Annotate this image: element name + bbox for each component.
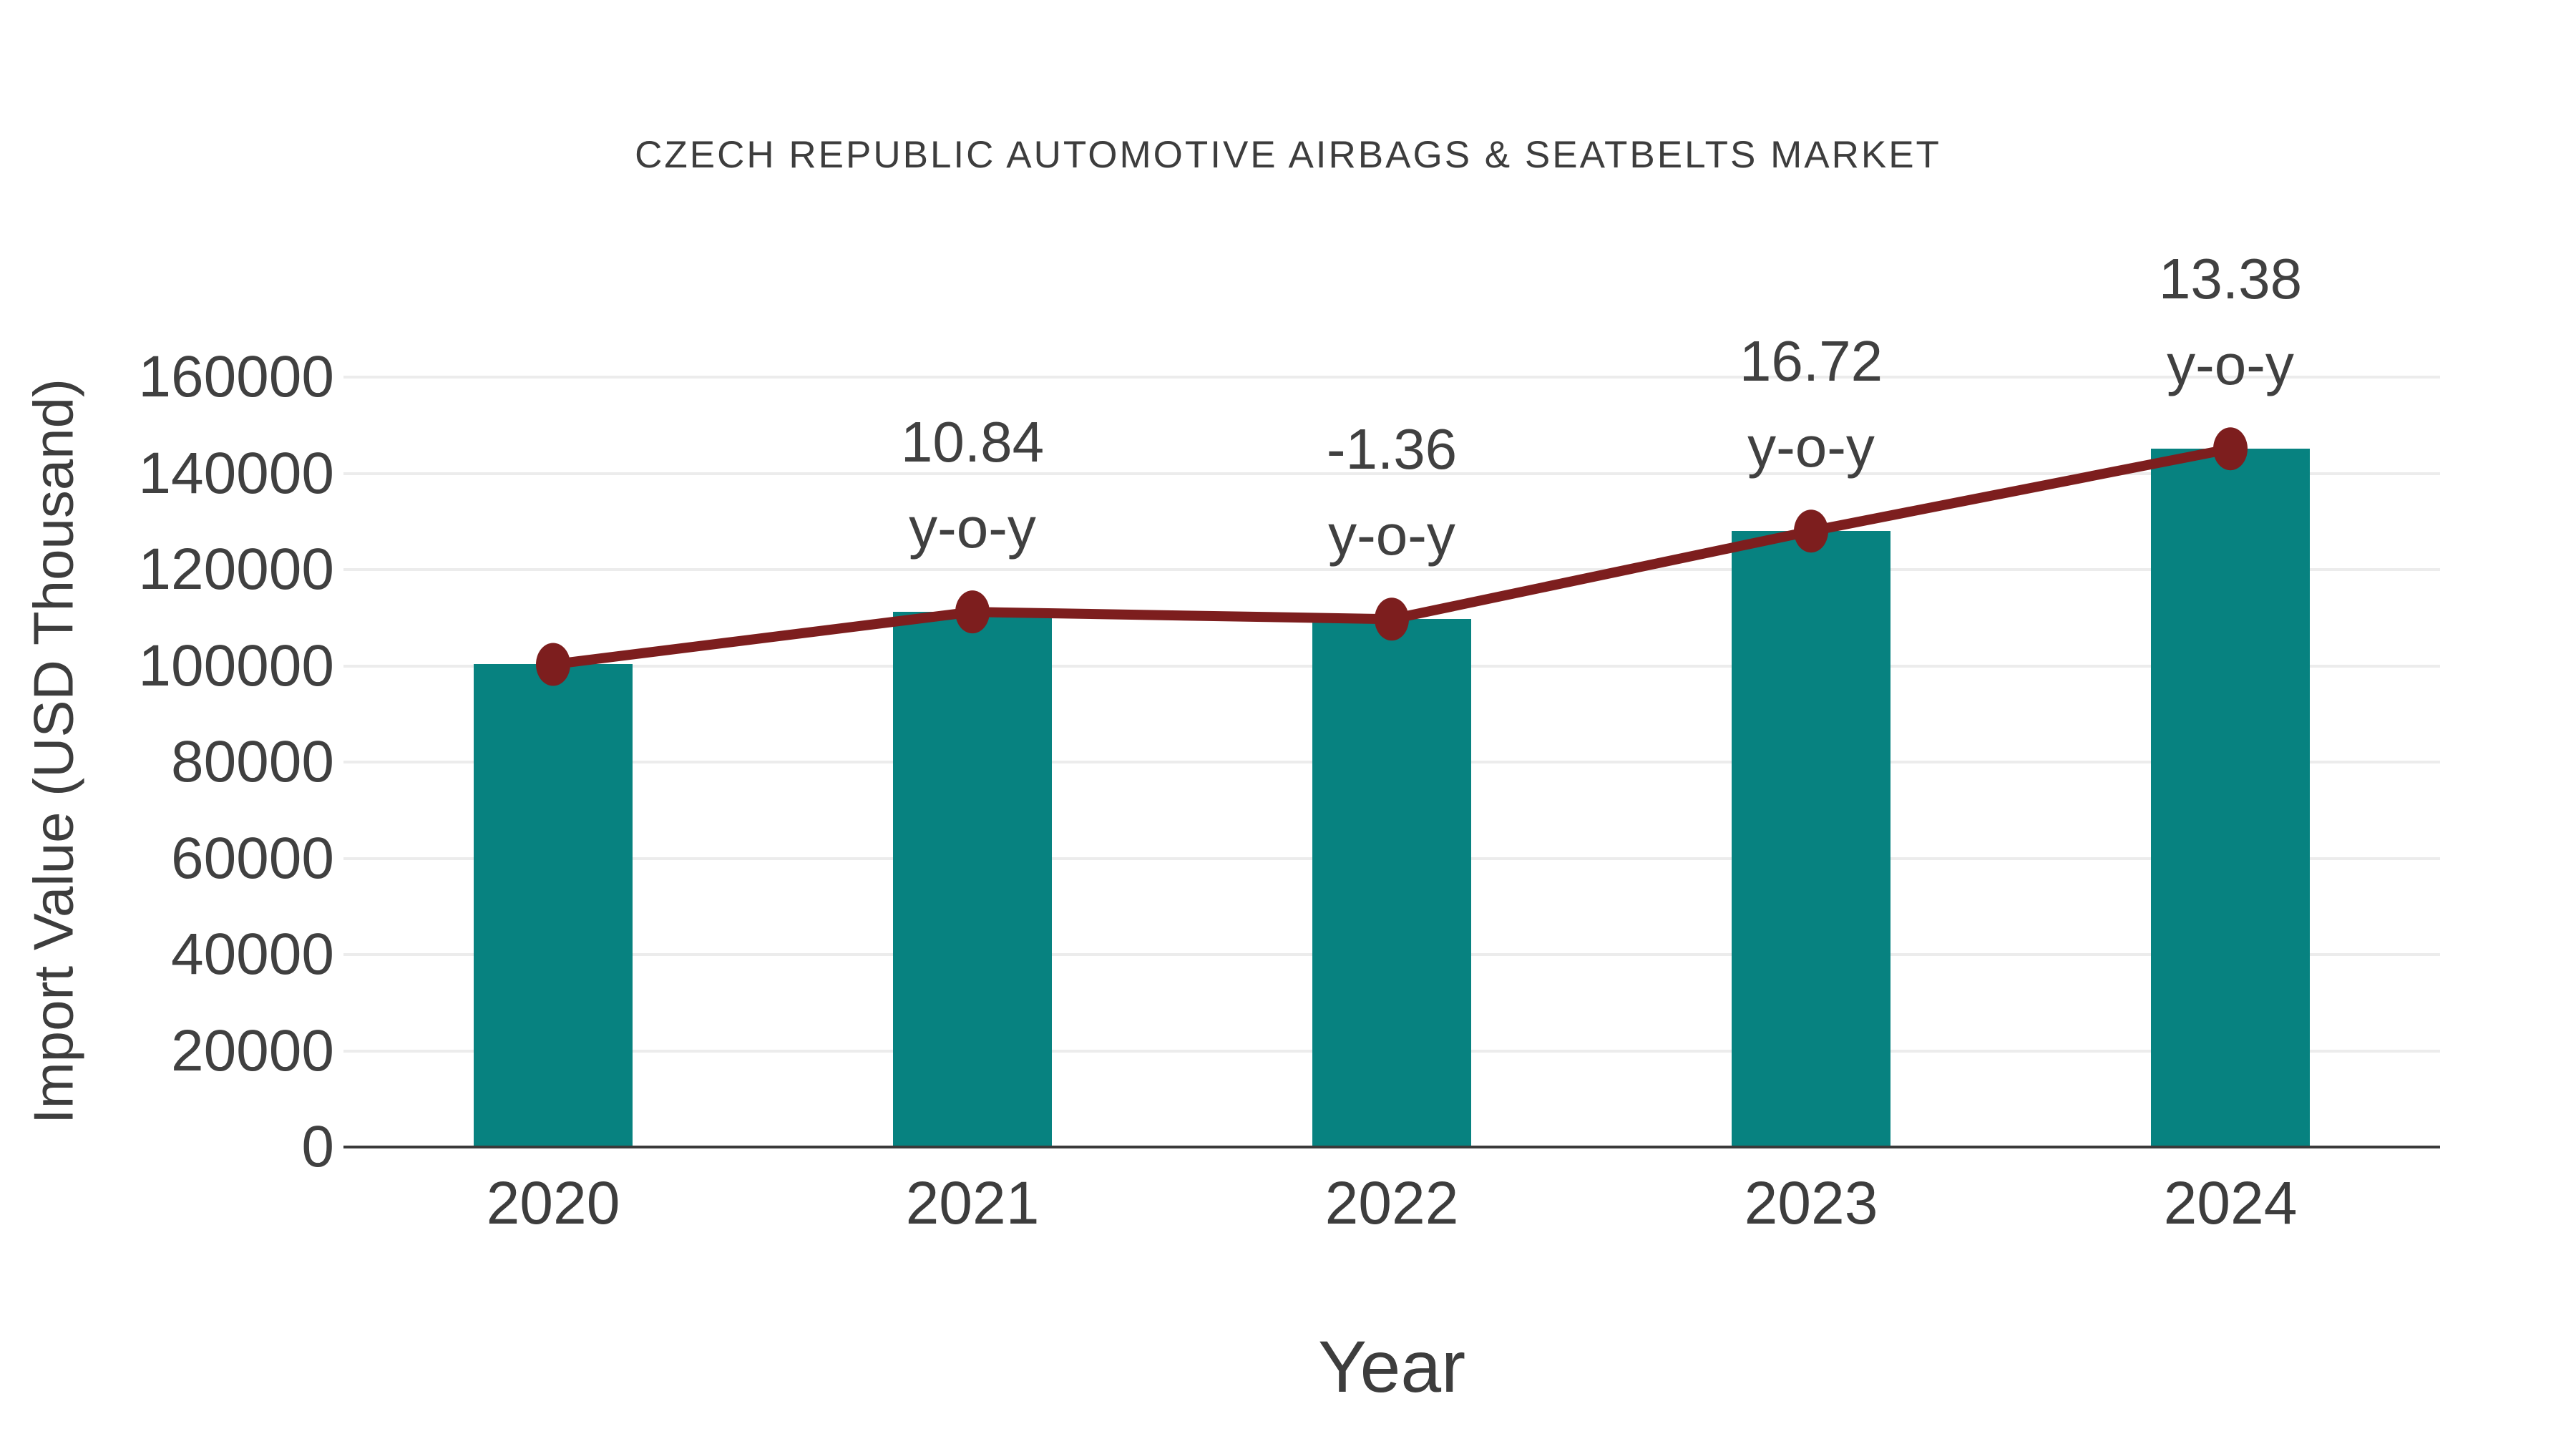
ytick-label-40000: 40000 <box>170 922 334 987</box>
xtick-label-2022: 2022 <box>1324 1169 1459 1236</box>
bar-2023 <box>1732 531 1890 1147</box>
yoy-annotation-2024: 13.38 y-o-y <box>2158 247 2303 397</box>
ytick-label-100000: 100000 <box>138 633 334 698</box>
xtick-label-2021: 2021 <box>905 1169 1040 1236</box>
x-axis-title: Year <box>1317 1326 1466 1407</box>
ytick-label-120000: 120000 <box>138 537 334 602</box>
ytick-label-60000: 60000 <box>170 825 334 891</box>
ytick-label-80000: 80000 <box>170 729 334 794</box>
bar-2022 <box>1312 619 1471 1147</box>
yoy-annotation-2022: -1.36 y-o-y <box>1326 417 1458 567</box>
yoy-annotation-2021: 10.84 y-o-y <box>900 410 1045 560</box>
ytick-label-160000: 160000 <box>138 344 334 409</box>
x-axis-line <box>343 1146 2440 1148</box>
gridline-160000 <box>343 376 2440 379</box>
bar-2020 <box>474 664 633 1147</box>
ytick-label-0: 0 <box>301 1114 334 1179</box>
xtick-label-2020: 2020 <box>486 1169 620 1236</box>
chart-title: CZECH REPUBLIC AUTOMOTIVE AIRBAGS & SEAT… <box>635 134 1941 176</box>
bar-2021 <box>893 612 1052 1147</box>
ytick-label-20000: 20000 <box>170 1018 334 1083</box>
yoy-annotation-2023: 16.72 y-o-y <box>1739 329 1883 479</box>
xtick-label-2023: 2023 <box>1744 1169 1878 1236</box>
bar-2024 <box>2151 449 2310 1147</box>
ytick-label-140000: 140000 <box>138 440 334 506</box>
xtick-label-2024: 2024 <box>2163 1169 2298 1236</box>
